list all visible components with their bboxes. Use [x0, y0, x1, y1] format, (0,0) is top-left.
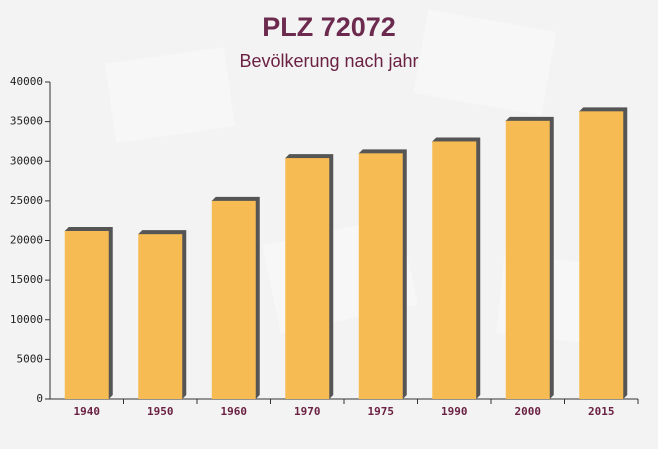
bar: [64, 230, 109, 399]
y-tick-label: 30000: [10, 154, 43, 167]
x-tick-label: 1950: [147, 405, 174, 418]
x-tick-label: 1970: [294, 405, 321, 418]
chart-subtitle: Bevölkerung nach jahr: [239, 51, 418, 71]
x-tick-label: 2000: [515, 405, 542, 418]
x-tick-label: 1960: [221, 405, 248, 418]
y-tick-label: 15000: [10, 273, 43, 286]
bar: [432, 141, 477, 399]
x-tick-label: 2015: [588, 405, 615, 418]
chart-title: PLZ 72072: [262, 12, 396, 42]
bar: [211, 200, 256, 399]
x-tick-label: 1940: [74, 405, 101, 418]
y-tick-label: 0: [36, 392, 43, 405]
y-tick-label: 25000: [10, 194, 43, 207]
bar: [358, 153, 403, 399]
y-tick-label: 35000: [10, 115, 43, 128]
x-tick-label: 1975: [368, 405, 395, 418]
bar: [285, 158, 330, 399]
bar: [505, 120, 550, 400]
bar: [579, 111, 624, 399]
y-tick-label: 40000: [10, 75, 43, 88]
y-tick-label: 10000: [10, 313, 43, 326]
y-tick-label: 5000: [17, 352, 44, 365]
x-tick-label: 1990: [441, 405, 468, 418]
y-tick-label: 20000: [10, 234, 43, 247]
bar: [138, 234, 183, 399]
